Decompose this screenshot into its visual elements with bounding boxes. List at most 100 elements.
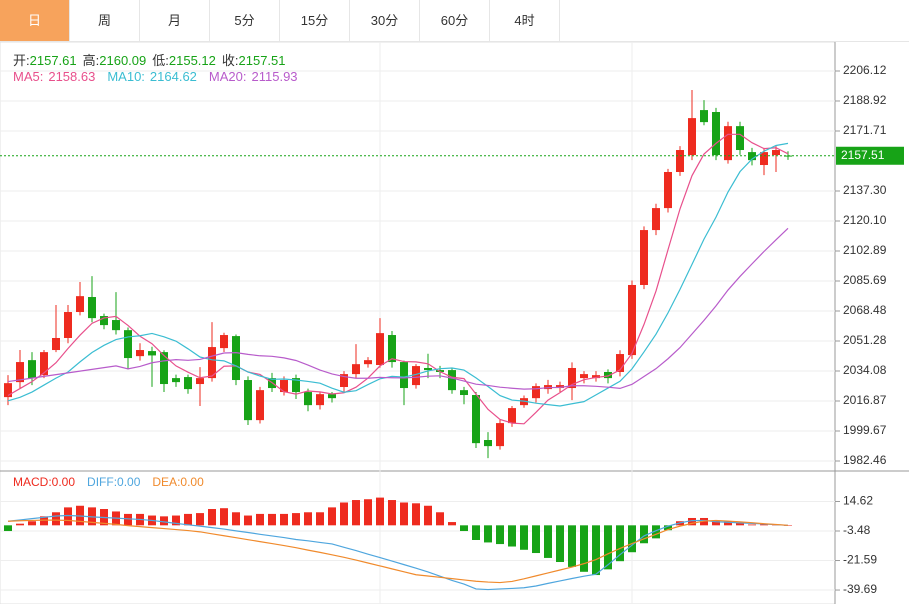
macd-bar — [604, 525, 612, 570]
y-tick-label: -21.59 — [843, 553, 877, 567]
candle-body — [28, 360, 36, 379]
macd-bar — [124, 513, 132, 526]
macd-bar — [256, 513, 264, 526]
macd-bar — [4, 525, 12, 532]
macd-bar — [472, 525, 480, 540]
candle-body — [256, 390, 264, 421]
macd-bar — [784, 525, 792, 526]
period-tab[interactable]: 周 — [70, 0, 140, 41]
macd-name: DIFF: — [87, 475, 118, 489]
candle-body — [484, 440, 492, 447]
macd-bar — [196, 513, 204, 526]
y-tick-label: 2188.92 — [843, 93, 887, 107]
period-tab[interactable]: 30分 — [350, 0, 420, 41]
candle-body — [460, 390, 468, 396]
y-tick-label: 2102.89 — [843, 243, 887, 257]
candle-body — [280, 380, 288, 393]
ma-name: MA10: — [107, 69, 145, 84]
y-tick-label: 1999.67 — [843, 423, 887, 437]
candle-body — [232, 336, 240, 381]
candle-body — [340, 374, 348, 387]
macd-bar — [64, 507, 72, 526]
candle-body — [136, 350, 144, 357]
period-tab[interactable]: 月 — [140, 0, 210, 41]
period-tab[interactable]: 5分 — [210, 0, 280, 41]
macd-bar — [448, 522, 456, 526]
candle-body — [688, 118, 696, 156]
y-tick-label: 2171.71 — [843, 123, 887, 137]
macd-bar — [424, 505, 432, 526]
macd-bar — [592, 525, 600, 576]
candle-body — [328, 394, 336, 399]
candle-body — [364, 360, 372, 365]
candle-body — [352, 364, 360, 375]
candle-body — [52, 337, 60, 351]
candle-body — [508, 408, 516, 424]
candle-body — [208, 347, 216, 379]
ohlc-value: 2155.12 — [168, 53, 216, 68]
candle-body — [700, 110, 708, 123]
y-tick-label: 2206.12 — [843, 63, 887, 77]
candle-body — [412, 366, 420, 386]
macd-bar — [760, 524, 768, 526]
period-tab[interactable]: 60分 — [420, 0, 490, 41]
candle-body — [160, 352, 168, 385]
macd-bar — [580, 525, 588, 572]
candle-body — [664, 171, 672, 209]
y-tick-label: 2120.10 — [843, 213, 887, 227]
ma-line — [7, 133, 789, 425]
macd-bar — [652, 525, 660, 539]
candle-body — [556, 385, 564, 389]
ma-line — [7, 227, 789, 390]
candle-body — [724, 126, 732, 161]
candle-body — [580, 374, 588, 379]
last-price-label: 2157.51 — [841, 148, 885, 162]
macd-bar — [436, 512, 444, 526]
macd-bar — [232, 512, 240, 526]
macd-bar — [388, 500, 396, 526]
ohlc-legend: 开:2157.61 高:2160.09 低:2155.12 收:2157.51 — [13, 50, 286, 69]
macd-bar — [160, 516, 168, 526]
macd-value: 0.00 — [51, 475, 76, 489]
candle-body — [184, 377, 192, 390]
macd-bar — [664, 525, 672, 531]
macd-bar — [376, 497, 384, 526]
macd-bar — [688, 517, 696, 526]
candle-body — [40, 352, 48, 376]
macd-bar — [304, 512, 312, 526]
period-tab[interactable]: 日 — [0, 0, 70, 41]
y-tick-label: -3.48 — [843, 523, 871, 537]
macd-bar — [532, 525, 540, 554]
macd-name: DEA: — [152, 475, 181, 489]
macd-bar — [556, 525, 564, 563]
macd-bar — [712, 520, 720, 526]
macd-name: MACD: — [13, 475, 52, 489]
period-tab[interactable]: 4时 — [490, 0, 560, 41]
candle-body — [16, 362, 24, 383]
candle-body — [532, 386, 540, 399]
ohlc-value: 2160.09 — [99, 53, 147, 68]
candle-body — [736, 126, 744, 151]
candle-body — [124, 330, 132, 359]
candle-body — [148, 351, 156, 356]
candle-body — [244, 380, 252, 421]
macd-bar — [496, 525, 504, 545]
candle-body — [652, 208, 660, 231]
y-tick-label: 2034.08 — [843, 363, 887, 377]
macd-bar — [208, 509, 216, 526]
macd-bar — [640, 525, 648, 544]
y-tick-label: 1982.46 — [843, 453, 887, 467]
macd-bar — [172, 515, 180, 526]
macd-bar — [268, 513, 276, 526]
macd-bar — [340, 502, 348, 526]
ohlc-label: 低: — [152, 53, 169, 68]
candle-body — [100, 316, 108, 326]
macd-bar — [16, 523, 24, 526]
macd-bar — [724, 521, 732, 526]
macd-bar — [628, 525, 636, 553]
candle-body — [760, 152, 768, 166]
candle-body — [220, 335, 228, 349]
ohlc-label: 高: — [82, 53, 100, 68]
period-tab[interactable]: 15分 — [280, 0, 350, 41]
